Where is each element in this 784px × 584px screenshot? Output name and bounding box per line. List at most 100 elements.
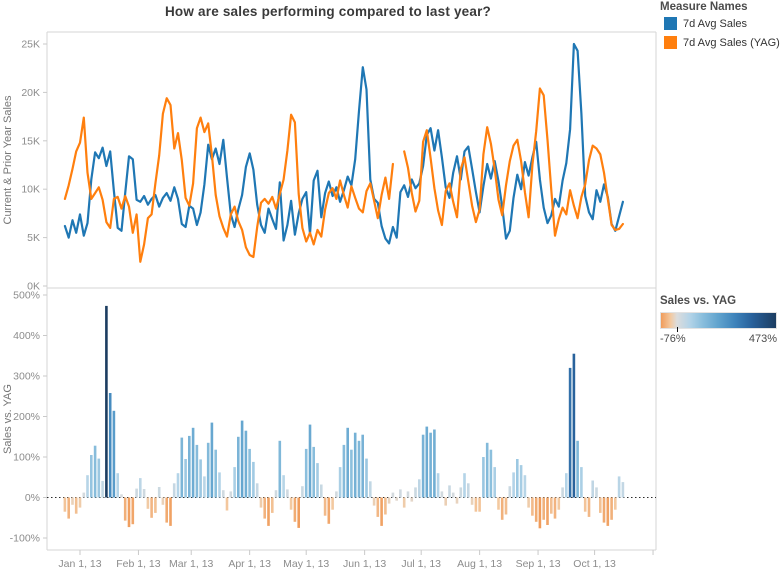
bar[interactable] <box>451 492 455 498</box>
bar[interactable] <box>289 497 293 510</box>
bar[interactable] <box>331 497 334 510</box>
bar[interactable] <box>444 497 447 506</box>
bar[interactable] <box>433 429 436 498</box>
bar[interactable] <box>244 430 248 498</box>
bar[interactable] <box>395 497 398 501</box>
bar[interactable] <box>327 497 331 524</box>
bar[interactable] <box>538 497 542 529</box>
bar[interactable] <box>485 442 489 498</box>
bar[interactable] <box>421 434 425 498</box>
bar[interactable] <box>470 497 474 505</box>
bar[interactable] <box>320 484 323 498</box>
bar[interactable] <box>229 491 233 498</box>
bar[interactable] <box>184 459 187 498</box>
bar[interactable] <box>169 497 172 526</box>
bar[interactable] <box>572 353 576 498</box>
bar[interactable] <box>357 440 361 498</box>
bar[interactable] <box>267 497 270 526</box>
bar[interactable] <box>429 432 432 498</box>
bar[interactable] <box>350 449 353 498</box>
bar[interactable] <box>372 497 376 506</box>
bar[interactable] <box>74 497 78 514</box>
bar[interactable] <box>346 427 349 498</box>
bar[interactable] <box>323 497 327 516</box>
bar[interactable] <box>436 473 440 498</box>
bar[interactable] <box>139 478 142 498</box>
bar[interactable] <box>361 434 364 498</box>
bar[interactable] <box>252 461 255 498</box>
bar[interactable] <box>63 497 67 512</box>
bar[interactable] <box>240 420 244 498</box>
bar[interactable] <box>93 445 97 498</box>
bar[interactable] <box>410 497 414 502</box>
bar[interactable] <box>101 480 104 498</box>
bar[interactable] <box>120 494 123 498</box>
bar[interactable] <box>391 492 395 498</box>
bar[interactable] <box>131 497 135 525</box>
bar[interactable] <box>557 497 561 510</box>
bar[interactable] <box>565 473 568 498</box>
bar[interactable] <box>500 497 504 520</box>
bar[interactable] <box>248 448 251 498</box>
bar[interactable] <box>523 475 527 498</box>
bar[interactable] <box>154 497 157 513</box>
bar[interactable] <box>127 497 131 528</box>
bar[interactable] <box>342 444 346 498</box>
bar[interactable] <box>440 491 444 498</box>
bar[interactable] <box>493 467 496 498</box>
bar[interactable] <box>195 444 199 498</box>
legend-item-7d-avg-sales[interactable]: 7d Avg Sales <box>664 17 782 30</box>
bar[interactable] <box>550 497 553 514</box>
bar[interactable] <box>233 467 236 498</box>
sales-line[interactable] <box>63 42 624 245</box>
bar[interactable] <box>312 446 315 498</box>
bar[interactable] <box>508 486 512 498</box>
bar[interactable] <box>519 465 523 498</box>
bar[interactable] <box>516 459 519 498</box>
bar[interactable] <box>335 491 338 498</box>
bar[interactable] <box>448 485 451 498</box>
bar[interactable] <box>617 476 621 498</box>
bar[interactable] <box>146 497 150 509</box>
bar[interactable] <box>580 467 583 498</box>
bar[interactable] <box>176 473 180 498</box>
bar[interactable] <box>78 497 82 508</box>
bar[interactable] <box>595 487 598 498</box>
bar[interactable] <box>263 497 266 519</box>
legend-item-7d-avg-sales-yag[interactable]: 7d Avg Sales (YAG) <box>664 36 782 49</box>
bar[interactable] <box>116 473 119 498</box>
bar[interactable] <box>97 458 101 498</box>
bar[interactable] <box>282 475 285 498</box>
bar[interactable] <box>222 490 225 498</box>
bar[interactable] <box>474 497 478 512</box>
bar[interactable] <box>414 487 417 498</box>
bar[interactable] <box>418 479 421 498</box>
bar[interactable] <box>157 487 161 498</box>
bar[interactable] <box>534 497 538 522</box>
bar[interactable] <box>338 467 342 498</box>
bar[interactable] <box>278 440 282 498</box>
bar[interactable] <box>237 436 240 498</box>
bar[interactable] <box>150 497 153 518</box>
bar[interactable] <box>384 497 387 515</box>
bar[interactable] <box>583 497 587 512</box>
bar[interactable] <box>553 497 557 519</box>
bar[interactable] <box>402 497 406 508</box>
bar[interactable] <box>497 497 500 510</box>
bar[interactable] <box>86 475 89 498</box>
bar[interactable] <box>606 497 610 526</box>
bar[interactable] <box>621 482 625 498</box>
bar[interactable] <box>399 489 402 498</box>
bar[interactable] <box>199 459 202 498</box>
bar[interactable] <box>142 489 146 498</box>
bar[interactable] <box>293 497 297 522</box>
bar[interactable] <box>512 472 515 498</box>
bar[interactable] <box>561 487 564 498</box>
bar[interactable] <box>568 367 572 498</box>
bar[interactable] <box>599 497 602 513</box>
bar[interactable] <box>489 449 493 498</box>
bar[interactable] <box>172 483 176 498</box>
bar[interactable] <box>297 497 300 528</box>
bar[interactable] <box>301 486 304 498</box>
bar[interactable] <box>316 463 319 498</box>
